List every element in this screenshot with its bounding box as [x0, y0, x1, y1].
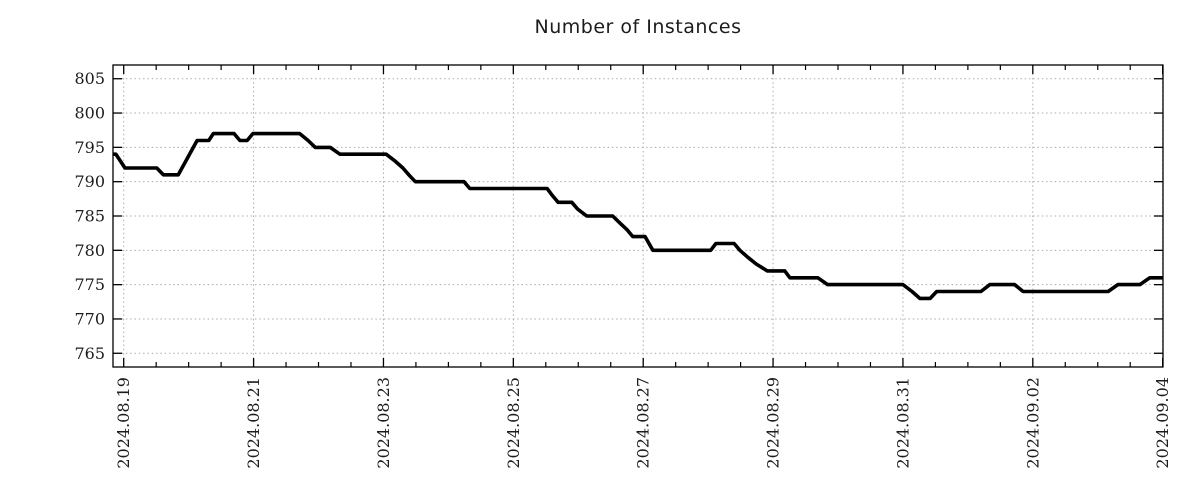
data-line	[112, 131, 1163, 301]
x-tick-label: 2024.09.04	[1153, 377, 1172, 469]
x-tick-label: 2024.08.23	[374, 377, 393, 469]
chart-title: Number of Instances	[534, 16, 742, 38]
y-tick-label: 770	[74, 309, 105, 328]
y-tick-label: 790	[74, 172, 105, 191]
x-tick-label: 2024.08.31	[893, 377, 912, 469]
y-tick-label: 775	[74, 275, 105, 294]
y-tick-label: 785	[74, 207, 105, 226]
y-tick-label: 780	[74, 241, 105, 260]
x-tick-label: 2024.08.29	[764, 377, 783, 469]
x-tick-label: 2024.08.27	[634, 377, 653, 469]
x-tick-label: 2024.08.19	[114, 377, 133, 469]
y-tick-label: 805	[74, 69, 105, 88]
y-tick-label: 765	[74, 344, 105, 363]
x-tick-label: 2024.09.02	[1023, 377, 1042, 469]
y-tick-label: 795	[74, 138, 105, 157]
x-tick-label: 2024.08.21	[244, 377, 263, 469]
x-tick-label: 2024.08.25	[504, 377, 523, 469]
y-tick-label: 800	[74, 104, 105, 123]
